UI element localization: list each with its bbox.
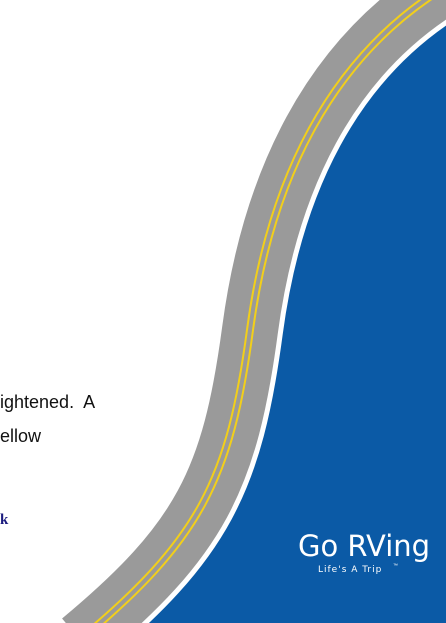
logo-title: Go RVing <box>298 529 430 563</box>
logo-tagline: Life's A Trip <box>318 565 382 575</box>
body-text: ightened. A <box>0 392 96 412</box>
link[interactable]: k <box>0 512 9 528</box>
logo-trademark: ™ <box>393 563 398 569</box>
center-gap <box>96 0 429 623</box>
body-text: ellow <box>0 426 42 446</box>
